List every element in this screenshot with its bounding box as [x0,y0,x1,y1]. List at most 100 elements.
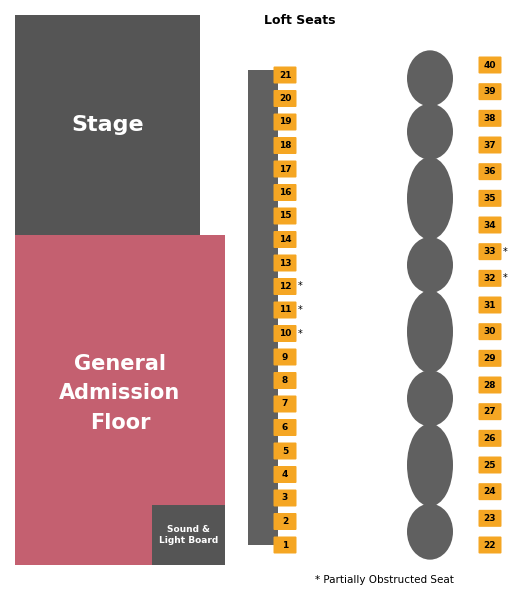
FancyBboxPatch shape [274,231,297,248]
Text: 15: 15 [279,212,291,220]
Text: 37: 37 [484,140,496,149]
Text: 30: 30 [484,327,496,336]
FancyBboxPatch shape [478,323,501,340]
Text: *: * [298,281,302,292]
FancyBboxPatch shape [478,270,501,287]
Text: * Partially Obstructed Seat: * Partially Obstructed Seat [315,575,454,585]
Text: 25: 25 [484,461,496,470]
Text: 4: 4 [282,470,288,479]
Text: 14: 14 [279,235,291,244]
Text: 24: 24 [484,487,496,496]
Text: 22: 22 [484,540,496,550]
Text: 12: 12 [279,282,291,291]
Text: 32: 32 [484,274,496,283]
FancyBboxPatch shape [478,83,501,100]
FancyBboxPatch shape [478,403,501,420]
Text: 35: 35 [484,194,496,203]
Text: 8: 8 [282,376,288,385]
Text: Sound &
Light Board: Sound & Light Board [159,525,218,545]
FancyBboxPatch shape [248,70,278,545]
Text: 3: 3 [282,493,288,503]
FancyBboxPatch shape [274,348,297,365]
Ellipse shape [407,290,453,373]
Text: 26: 26 [484,434,496,443]
FancyBboxPatch shape [274,395,297,412]
FancyBboxPatch shape [274,325,297,342]
FancyBboxPatch shape [274,160,297,178]
FancyBboxPatch shape [274,137,297,154]
FancyBboxPatch shape [478,57,501,73]
Text: *: * [298,329,302,339]
Text: 16: 16 [279,188,291,197]
FancyBboxPatch shape [152,505,225,565]
FancyBboxPatch shape [478,350,501,367]
FancyBboxPatch shape [478,110,501,127]
Ellipse shape [407,370,453,426]
FancyBboxPatch shape [274,489,297,506]
FancyBboxPatch shape [478,456,501,473]
FancyBboxPatch shape [274,513,297,530]
Ellipse shape [407,424,453,506]
Text: 28: 28 [484,381,496,390]
FancyBboxPatch shape [15,235,225,565]
FancyBboxPatch shape [274,113,297,131]
FancyBboxPatch shape [478,190,501,207]
Ellipse shape [407,504,453,559]
FancyBboxPatch shape [274,537,297,553]
Text: 34: 34 [484,220,496,229]
Text: 11: 11 [279,306,291,315]
FancyBboxPatch shape [274,372,297,389]
FancyBboxPatch shape [274,184,297,201]
Ellipse shape [407,237,453,293]
FancyBboxPatch shape [274,90,297,107]
Text: 6: 6 [282,423,288,432]
Text: 13: 13 [279,259,291,268]
Text: 40: 40 [484,60,496,70]
Text: *: * [502,273,507,283]
Text: 21: 21 [279,71,291,79]
FancyBboxPatch shape [274,254,297,271]
FancyBboxPatch shape [274,301,297,318]
Text: *: * [502,246,507,257]
Text: 27: 27 [484,407,496,416]
Text: Loft Seats: Loft Seats [264,13,336,26]
FancyBboxPatch shape [274,278,297,295]
Text: 17: 17 [279,165,291,173]
Text: *: * [298,305,302,315]
Text: 18: 18 [279,141,291,150]
Text: 31: 31 [484,301,496,309]
FancyBboxPatch shape [274,419,297,436]
Ellipse shape [407,104,453,160]
FancyBboxPatch shape [478,430,501,447]
FancyBboxPatch shape [478,510,501,527]
Text: 33: 33 [484,247,496,256]
Text: 10: 10 [279,329,291,338]
FancyBboxPatch shape [274,466,297,483]
Ellipse shape [407,157,453,240]
Text: 39: 39 [484,87,496,96]
FancyBboxPatch shape [478,243,501,260]
Text: 9: 9 [282,353,288,362]
Text: 36: 36 [484,167,496,176]
FancyBboxPatch shape [478,296,501,314]
Text: 2: 2 [282,517,288,526]
Text: 19: 19 [279,118,291,126]
Ellipse shape [407,51,453,106]
Text: Stage: Stage [71,115,144,135]
FancyBboxPatch shape [478,137,501,154]
Text: 38: 38 [484,114,496,123]
Text: 29: 29 [484,354,496,363]
FancyBboxPatch shape [274,66,297,84]
FancyBboxPatch shape [478,163,501,180]
FancyBboxPatch shape [274,207,297,224]
Text: General
Admission
Floor: General Admission Floor [59,354,181,433]
FancyBboxPatch shape [274,442,297,459]
Text: 1: 1 [282,540,288,550]
Text: 7: 7 [282,400,288,409]
FancyBboxPatch shape [478,376,501,393]
Text: 5: 5 [282,447,288,456]
FancyBboxPatch shape [15,15,200,235]
FancyBboxPatch shape [478,217,501,234]
FancyBboxPatch shape [478,483,501,500]
Text: 23: 23 [484,514,496,523]
